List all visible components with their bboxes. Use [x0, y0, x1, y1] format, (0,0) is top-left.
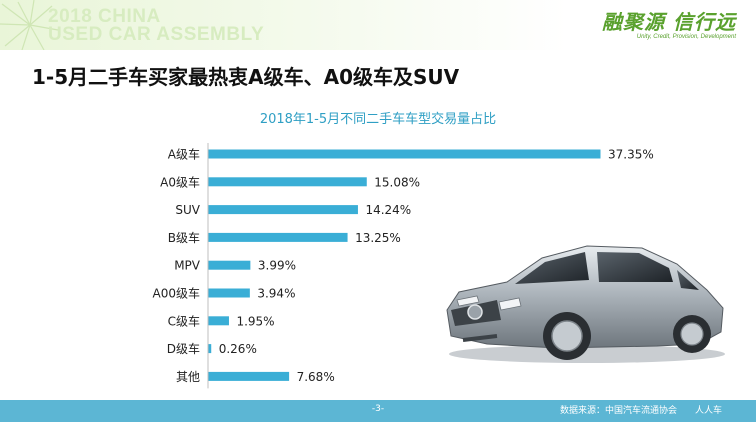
category-label: MPV	[174, 259, 201, 273]
source-label: 数据来源：中国汽车流通协会	[559, 406, 677, 416]
bar	[208, 260, 251, 270]
bar	[208, 288, 250, 298]
bar	[208, 149, 601, 159]
watermark-line-2: USED CAR ASSEMBLY	[48, 24, 265, 45]
firework-decoration	[0, 0, 59, 50]
category-label: A00级车	[153, 286, 200, 301]
data-source: 数据来源：中国汽车流通协会 人人车	[560, 403, 722, 416]
bar	[208, 316, 229, 326]
category-label: A0级车	[160, 174, 200, 189]
page-number: -3-	[371, 404, 385, 414]
bar	[208, 232, 348, 242]
category-label: SUV	[175, 203, 200, 217]
bar-chart: A级车 37.35% A0级车 15.08% SUV 14.24% B级车 13.25% MPV…	[153, 143, 654, 389]
category-label: 其他	[176, 370, 200, 384]
category-label: B级车	[168, 230, 200, 245]
car-image	[446, 245, 725, 363]
value-label: 1.95%	[236, 314, 274, 328]
value-label: 0.26%	[219, 342, 257, 356]
watermark-line-1: 2018 CHINA	[48, 6, 161, 27]
value-label: 15.08%	[374, 175, 420, 189]
bar	[208, 205, 358, 215]
event-watermark: 2018 CHINA USED CAR ASSEMBLY	[48, 6, 265, 45]
brand-logo: 融聚源 信行远 Unity, Credit, Provision, Develo…	[602, 6, 736, 40]
logo-text: 融聚源 信行远	[602, 10, 736, 34]
source-partner: 人人车	[694, 406, 722, 416]
footer-band	[0, 400, 756, 422]
value-label: 3.94%	[257, 287, 295, 301]
bar	[208, 344, 212, 354]
value-label: 37.35%	[608, 148, 654, 162]
header-band	[0, 0, 756, 50]
value-label: 3.99%	[258, 259, 296, 273]
category-label: D级车	[167, 341, 200, 356]
category-label: C级车	[168, 313, 200, 328]
page-title: 1-5月二手车买家最热衷A级车、A0级车及SUV	[32, 65, 460, 89]
category-label: A级车	[168, 147, 200, 162]
value-label: 13.25%	[355, 231, 401, 245]
value-label: 14.24%	[365, 203, 411, 217]
value-label: 7.68%	[297, 370, 335, 384]
bar	[208, 177, 367, 187]
bar	[208, 371, 290, 381]
chart-title: 2018年1-5月不同二手车车型交易量占比	[259, 112, 497, 127]
logo-slogan: Unity, Credit, Provision, Development	[636, 34, 736, 40]
